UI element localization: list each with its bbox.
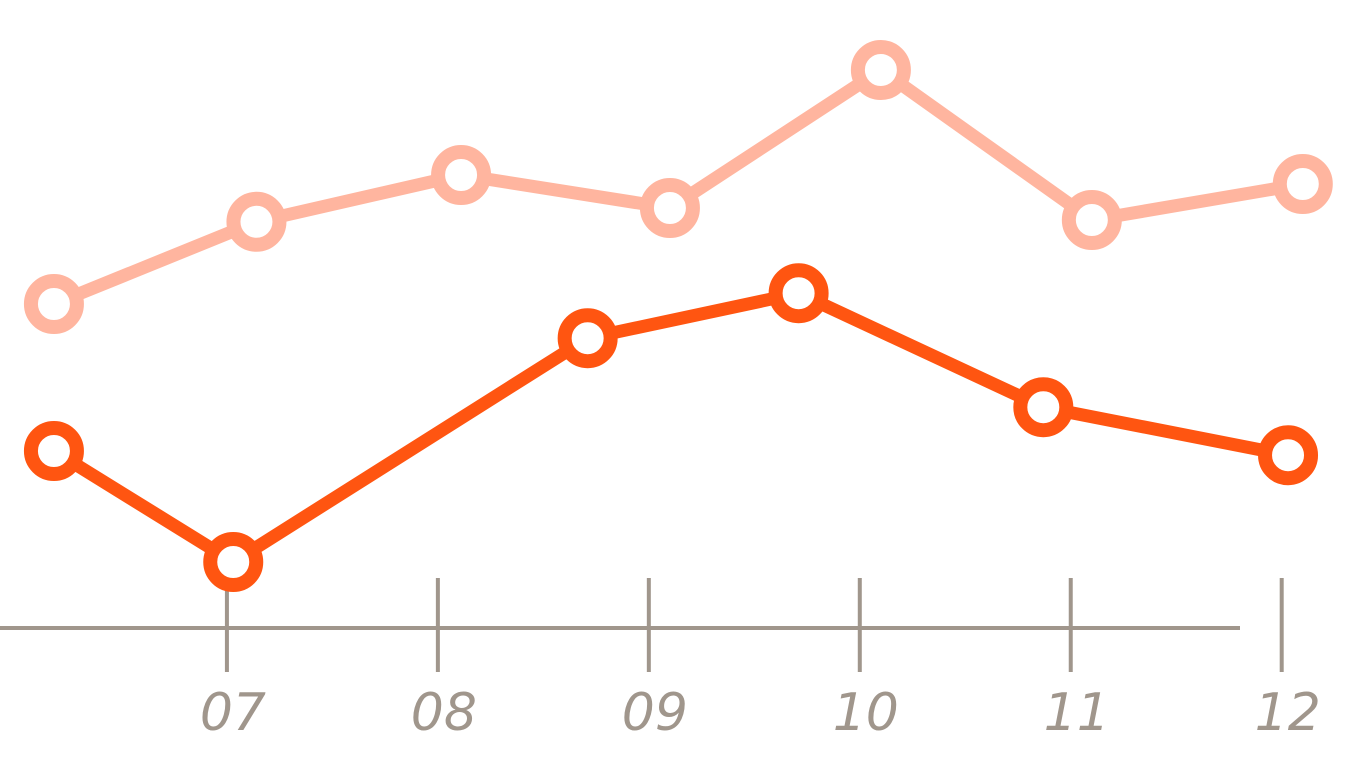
data-point [557, 308, 618, 369]
x-tick-label: 12 [1255, 683, 1321, 743]
data-point [1272, 154, 1333, 214]
data-point [23, 421, 84, 481]
series-line [50, 286, 1290, 569]
data-point [639, 178, 700, 238]
data-point [1013, 377, 1074, 438]
data-point [1258, 425, 1319, 486]
x-tick-label: 08 [411, 683, 477, 743]
data-point [226, 191, 287, 252]
data-point [23, 274, 84, 334]
data-point [1061, 190, 1122, 250]
data-point [850, 40, 911, 100]
data-point [768, 263, 829, 324]
x-tick-label: 09 [622, 683, 688, 743]
data-point [203, 532, 264, 592]
x-tick-label: 10 [833, 683, 899, 743]
x-tick-label: 07 [200, 683, 266, 743]
data-point [431, 145, 492, 205]
x-tick-label: 11 [1044, 683, 1110, 743]
